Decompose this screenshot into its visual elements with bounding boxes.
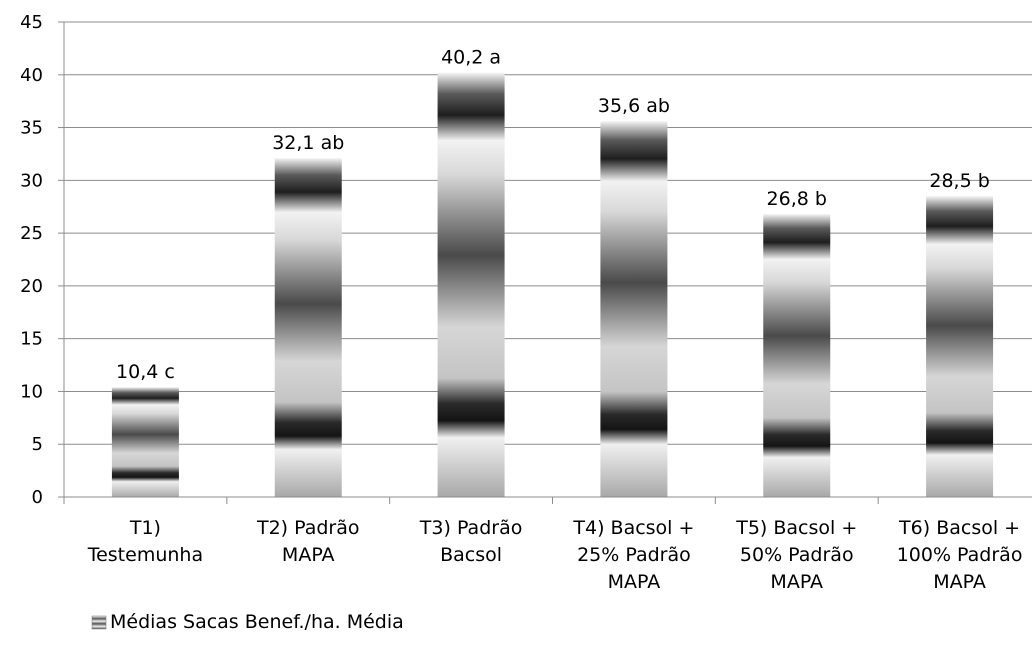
data-label: 32,1 ab bbox=[272, 132, 344, 154]
y-tick-label: 15 bbox=[20, 329, 43, 350]
y-tick-label: 25 bbox=[20, 223, 43, 244]
bar bbox=[111, 387, 179, 497]
y-tick-label: 20 bbox=[20, 276, 43, 297]
y-tick-label: 30 bbox=[20, 170, 43, 191]
y-tick-label: 5 bbox=[32, 434, 43, 455]
data-label: 28,5 b bbox=[929, 170, 989, 192]
y-tick-label: 35 bbox=[20, 118, 43, 139]
y-tick-label: 45 bbox=[20, 12, 43, 33]
y-tick-labels: 0 5 10 15 20 25 30 35 40 45 bbox=[20, 12, 43, 508]
legend-label: Médias Sacas Benef./ha. Média bbox=[110, 611, 404, 633]
bar bbox=[926, 196, 994, 497]
axes bbox=[58, 21, 1032, 504]
legend: Médias Sacas Benef./ha. Média bbox=[91, 611, 404, 633]
bar bbox=[274, 158, 342, 497]
gridlines bbox=[64, 21, 1032, 445]
x-tick-label: T4) Bacsol +25% Padrão MAPA bbox=[572, 517, 694, 593]
x-tick-label: T5) Bacsol +50% Padrão MAPA bbox=[735, 517, 857, 593]
x-tick-label: T6) Bacsol +100% Padrão MAPA bbox=[897, 517, 1023, 593]
x-tick-label: T2) Padrão MAPA bbox=[256, 517, 360, 566]
bar bbox=[600, 121, 668, 497]
bar bbox=[763, 214, 831, 497]
y-tick-label: 40 bbox=[20, 65, 43, 86]
x-tick-label: T3) Padrão Bacsol bbox=[419, 517, 523, 566]
data-label: 26,8 b bbox=[767, 188, 827, 210]
y-tick-label: 10 bbox=[20, 381, 43, 402]
bars bbox=[111, 72, 994, 498]
data-label: 35,6 ab bbox=[598, 95, 670, 117]
legend-swatch bbox=[91, 615, 107, 630]
data-label: 10,4 c bbox=[116, 361, 175, 383]
data-labels: 10,4 c 32,1 ab 40,2 a 35,6 ab 26,8 b 28,5 b bbox=[116, 47, 990, 384]
bar bbox=[437, 72, 505, 498]
data-label: 40,2 a bbox=[441, 47, 501, 69]
x-tick-labels: T1) Testemunha T2) Padrão MAPA T3) Padrão Bac… bbox=[87, 517, 1023, 593]
y-tick-label: 0 bbox=[32, 487, 43, 508]
x-tick-label: T1) Testemunha bbox=[87, 517, 203, 566]
